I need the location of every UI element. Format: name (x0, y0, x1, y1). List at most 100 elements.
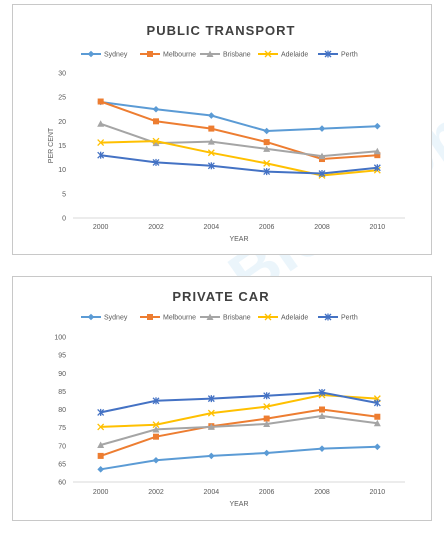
public-transport-legend-item-adelaide: Adelaide (258, 50, 308, 59)
private-car-point-sydney-2004 (208, 452, 215, 460)
private-car-ytick-75: 75 (58, 425, 66, 432)
private-car-point-brisbane-2010 (373, 419, 381, 427)
private-car-point-brisbane-2000 (97, 441, 105, 449)
private-car-point-perth-2002 (152, 397, 160, 405)
private-car-legend-label-adelaide: Adelaide (281, 315, 308, 322)
private-car-legend-item-brisbane: Brisbane (200, 313, 251, 322)
public-transport-point-perth-2004 (207, 162, 215, 170)
public-transport-line-sydney (100, 101, 378, 133)
public-transport-ytick-10: 10 (58, 167, 66, 174)
public-transport-legend-label-brisbane: Brisbane (223, 52, 251, 59)
public-transport-line-melbourne (100, 100, 378, 161)
private-car-ytick-70: 70 (58, 443, 66, 450)
public-transport-xtick-2010: 2010 (370, 224, 386, 231)
public-transport-point-brisbane-2002 (152, 139, 160, 147)
public-transport-point-sydney-2002 (152, 105, 160, 113)
private-car-legend-label-melbourne: Melbourne (163, 315, 196, 322)
public-transport-point-perth-2010 (373, 164, 381, 172)
private-car-point-adelaide-2002 (152, 421, 160, 429)
public-transport-legend-label-adelaide: Adelaide (281, 52, 308, 59)
private-car-point-melbourne-2006 (263, 415, 270, 422)
public-transport-point-adelaide-2004 (207, 149, 215, 157)
private-car-point-perth-2000 (97, 408, 105, 416)
public-transport-xtick-2006: 2006 (259, 224, 275, 231)
public-transport-ytick-30: 30 (58, 71, 66, 78)
public-transport-ytick-20: 20 (58, 119, 66, 126)
private-car-legend-marker-perth (324, 313, 332, 321)
private-car-xtick-2006: 2006 (259, 489, 275, 496)
public-transport-line-adelaide (100, 140, 378, 177)
public-transport-point-melbourne-2010 (374, 152, 381, 159)
private-car-point-sydney-2008 (318, 445, 326, 452)
public-transport-point-melbourne-2004 (208, 125, 215, 132)
public-transport-series-brisbane (97, 120, 381, 160)
public-transport-point-adelaide-2000 (97, 139, 105, 147)
private-car-point-sydney-2010 (374, 443, 381, 451)
private-car-line-melbourne (100, 408, 378, 457)
private-car-title: PRIVATE CAR (172, 289, 269, 304)
private-car-ytick-95: 95 (58, 353, 66, 360)
private-car-xtick-2008: 2008 (314, 489, 330, 496)
private-car-line-adelaide (100, 393, 378, 428)
private-car-point-adelaide-2006 (263, 403, 271, 411)
private-car-xtick-2004: 2004 (204, 489, 220, 496)
private-car-legend-marker-melbourne (147, 314, 153, 320)
private-car-legend-item-perth: Perth (318, 313, 358, 322)
public-transport-point-sydney-2010 (374, 122, 381, 130)
public-transport-legend-marker-adelaide (264, 50, 272, 58)
public-transport-legend-marker-melbourne (147, 51, 153, 57)
private-car-chart-panel: PRIVATE CAR Sydney Melbourne Brisbane Adelai… (12, 276, 432, 521)
public-transport-point-sydney-2008 (318, 125, 326, 132)
private-car-legend-item-sydney: Sydney (81, 313, 128, 322)
public-transport-point-brisbane-2000 (97, 120, 105, 127)
public-transport-series-perth (97, 151, 381, 178)
private-car-line-sydney (100, 445, 378, 471)
private-car-point-sydney-2002 (152, 456, 160, 464)
private-car-xtick-2010: 2010 (370, 489, 386, 496)
private-car-series-brisbane (97, 412, 381, 449)
private-car-point-brisbane-2002 (152, 425, 160, 433)
public-transport-chart: PUBLIC TRANSPORT Sydney Melbourne Brisbane A… (48, 23, 405, 243)
private-car-point-brisbane-2006 (263, 420, 271, 427)
public-transport-point-adelaide-2006 (263, 159, 271, 167)
private-car-line-perth (100, 391, 378, 414)
public-transport-legend-item-perth: Perth (318, 50, 358, 59)
private-car-xtick-2002: 2002 (148, 489, 164, 496)
private-car-point-melbourne-2000 (97, 452, 104, 459)
public-transport-point-brisbane-2010 (373, 147, 381, 155)
private-car-point-melbourne-2008 (319, 406, 325, 413)
public-transport-ytick-0: 0 (62, 216, 66, 223)
public-transport-xtick-2000: 2000 (93, 224, 109, 231)
private-car-legend-label-sydney: Sydney (104, 315, 128, 322)
private-car-point-perth-2006 (263, 392, 271, 400)
private-car-point-brisbane-2004 (207, 423, 215, 430)
public-transport-xtick-2002: 2002 (148, 224, 164, 231)
public-transport-legend-marker-perth (324, 50, 332, 58)
public-transport-point-perth-2002 (152, 158, 160, 166)
public-transport-x-axis-title: YEAR (229, 236, 248, 243)
public-transport-legend-item-melbourne: Melbourne (140, 51, 196, 59)
private-car-point-sydney-2000 (97, 466, 104, 473)
private-car-legend-label-brisbane: Brisbane (223, 315, 251, 322)
public-transport-title: PUBLIC TRANSPORT (147, 23, 296, 38)
public-transport-chart-panel: PUBLIC TRANSPORT Sydney Melbourne Brisbane A… (12, 4, 432, 255)
public-transport-xtick-2004: 2004 (204, 224, 220, 231)
public-transport-point-perth-2006 (263, 168, 271, 176)
private-car-ytick-100: 100 (54, 335, 66, 342)
private-car-ytick-85: 85 (58, 389, 66, 396)
public-transport-legend-marker-brisbane (206, 50, 214, 57)
private-car-series-melbourne (97, 406, 381, 459)
private-car-series-sydney (97, 443, 381, 473)
public-transport-legend-item-sydney: Sydney (81, 50, 128, 59)
private-car-point-adelaide-2004 (207, 409, 215, 417)
public-transport-point-melbourne-2006 (263, 139, 270, 146)
private-car-point-perth-2004 (207, 395, 215, 403)
public-transport-line-perth (100, 154, 378, 175)
private-car-xtick-2000: 2000 (93, 489, 109, 496)
public-transport-legend-item-brisbane: Brisbane (200, 50, 251, 59)
private-car-legend-marker-adelaide (264, 313, 272, 321)
private-car-point-adelaide-2000 (97, 423, 105, 431)
private-car-chart: PRIVATE CAR Sydney Melbourne Brisbane Adelai… (54, 289, 405, 508)
public-transport-point-brisbane-2006 (263, 145, 271, 152)
private-car-x-axis-title: YEAR (229, 501, 248, 508)
